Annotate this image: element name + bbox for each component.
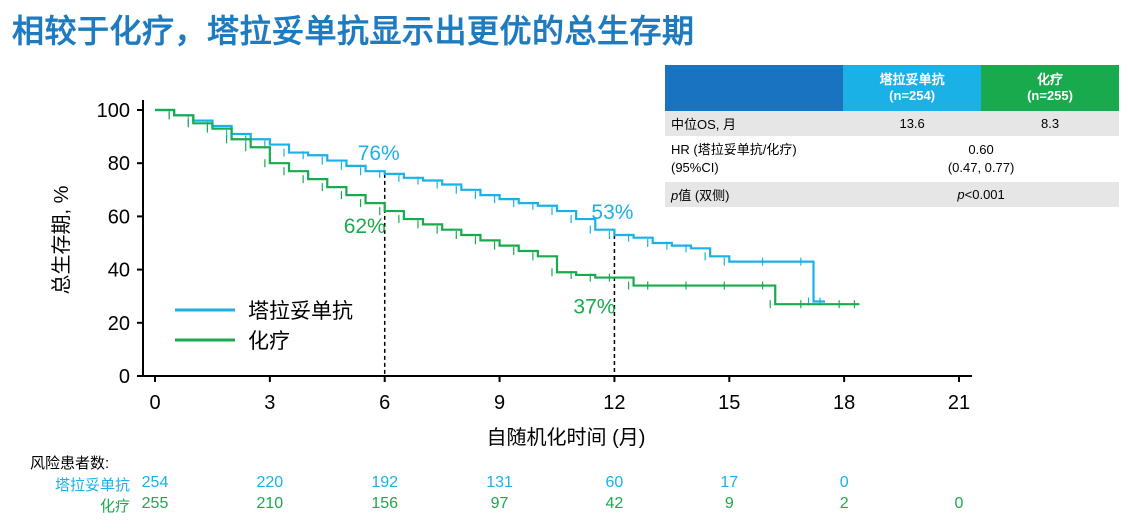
x-tick-label: 6 xyxy=(379,392,390,414)
y-tick-label: 20 xyxy=(108,313,130,335)
annotation-label: 62% xyxy=(344,215,386,238)
legend-label: 化疗 xyxy=(248,330,290,353)
y-tick-label: 40 xyxy=(108,260,130,282)
table-row: 中位OS, 月 13.6 8.3 xyxy=(665,111,1119,136)
risk-value: 254 xyxy=(141,474,169,491)
row-p-value: p<0.001 xyxy=(843,182,1119,207)
y-tick-label: 80 xyxy=(108,153,130,175)
risk-value: 0 xyxy=(954,495,964,512)
risk-value: 192 xyxy=(371,474,399,491)
series-line xyxy=(155,108,860,306)
risk-label-chemo: 化疗 xyxy=(99,498,130,515)
risk-value: 2 xyxy=(839,495,849,512)
risk-value: 156 xyxy=(371,495,399,512)
header-chemo-name: 化疗 xyxy=(1037,72,1064,87)
risk-value: 255 xyxy=(141,495,169,512)
annotation-label: 76% xyxy=(358,142,400,165)
header-tarlatamab-name: 塔拉妥单抗 xyxy=(879,72,945,87)
row-p-value-italic: p xyxy=(957,186,965,202)
row-hr-label-a: HR (塔拉妥单抗/化疗) xyxy=(671,142,797,157)
row-hr-value-a: 0.60 xyxy=(968,142,994,157)
row-p-label-italic: p xyxy=(671,188,679,203)
header-tarlatamab: 塔拉妥单抗 (n=254) xyxy=(843,65,982,111)
y-tick-label: 60 xyxy=(108,206,130,228)
x-tick-label: 0 xyxy=(149,392,160,414)
risk-value: 42 xyxy=(605,495,624,512)
x-tick-label: 3 xyxy=(264,392,275,414)
row-median-os-tarlatamab: 13.6 xyxy=(843,111,982,136)
risk-value: 0 xyxy=(839,474,849,491)
x-tick-label: 15 xyxy=(718,392,740,414)
chart-axes: 0 20 40 60 80 100 0 3 6 9 12 15 18 21 自随机化时间 (月) 总生存期, … xyxy=(50,100,972,449)
row-median-os-chemo: 8.3 xyxy=(981,111,1119,136)
risk-label-tarlatamab: 塔拉妥单抗 xyxy=(54,477,130,494)
annotation-label: 53% xyxy=(591,201,633,224)
row-hr-value-b: (0.47, 0.77) xyxy=(947,160,1015,175)
header-empty-cell xyxy=(665,65,844,111)
risk-value: 9 xyxy=(724,495,734,512)
table-header-row: 塔拉妥单抗 (n=254) 化疗 (n=255) xyxy=(665,65,1119,111)
risk-value: 220 xyxy=(256,474,284,491)
header-chemo-n: (n=255) xyxy=(1027,88,1073,103)
risk-value: 97 xyxy=(490,495,509,512)
risk-table-title: 风险患者数: xyxy=(30,455,110,472)
row-hr-value: 0.60 (0.47, 0.77) xyxy=(843,136,1119,182)
header-tarlatamab-n: (n=254) xyxy=(889,88,936,103)
y-tick-label: 100 xyxy=(97,100,130,122)
annotations: 76% 62% 53% 37% xyxy=(344,142,634,319)
row-hr-label-b: (95%CI) xyxy=(671,160,719,175)
x-tick-label: 12 xyxy=(603,392,625,414)
row-p-value-rest: <0.001 xyxy=(964,186,1005,202)
row-hr-label: HR (塔拉妥单抗/化疗) (95%CI) xyxy=(665,136,844,182)
risk-value: 60 xyxy=(605,474,624,491)
y-tick-label: 0 xyxy=(119,366,130,388)
header-chemo: 化疗 (n=255) xyxy=(981,65,1119,111)
row-p-label: p值 (双侧) xyxy=(665,182,844,207)
curves xyxy=(155,108,860,309)
series-line xyxy=(155,108,825,303)
legend-label: 塔拉妥单抗 xyxy=(248,300,353,323)
risk-value: 17 xyxy=(720,474,739,491)
summary-table: 塔拉妥单抗 (n=254) 化疗 (n=255) 中位OS, 月 13.6 8.… xyxy=(665,65,1119,207)
page-title: 相较于化疗，塔拉妥单抗显示出更优的总生存期 xyxy=(12,13,695,49)
row-p-label-rest: 值 (双侧) xyxy=(678,188,730,203)
x-tick-label: 21 xyxy=(948,392,970,414)
x-tick-label: 18 xyxy=(833,392,855,414)
y-axis-label: 总生存期, % xyxy=(50,185,73,294)
risk-value: 210 xyxy=(256,495,284,512)
row-median-os-label: 中位OS, 月 xyxy=(665,111,844,136)
risk-value: 131 xyxy=(486,474,513,491)
x-tick-label: 9 xyxy=(494,392,505,414)
reference-lines xyxy=(383,173,616,376)
table-row: HR (塔拉妥单抗/化疗) (95%CI) 0.60 (0.47, 0.77) xyxy=(665,136,1119,182)
x-axis-label: 自随机化时间 (月) xyxy=(487,426,646,449)
table-row: p值 (双侧) p<0.001 xyxy=(665,182,1119,207)
annotation-label: 37% xyxy=(573,296,615,319)
